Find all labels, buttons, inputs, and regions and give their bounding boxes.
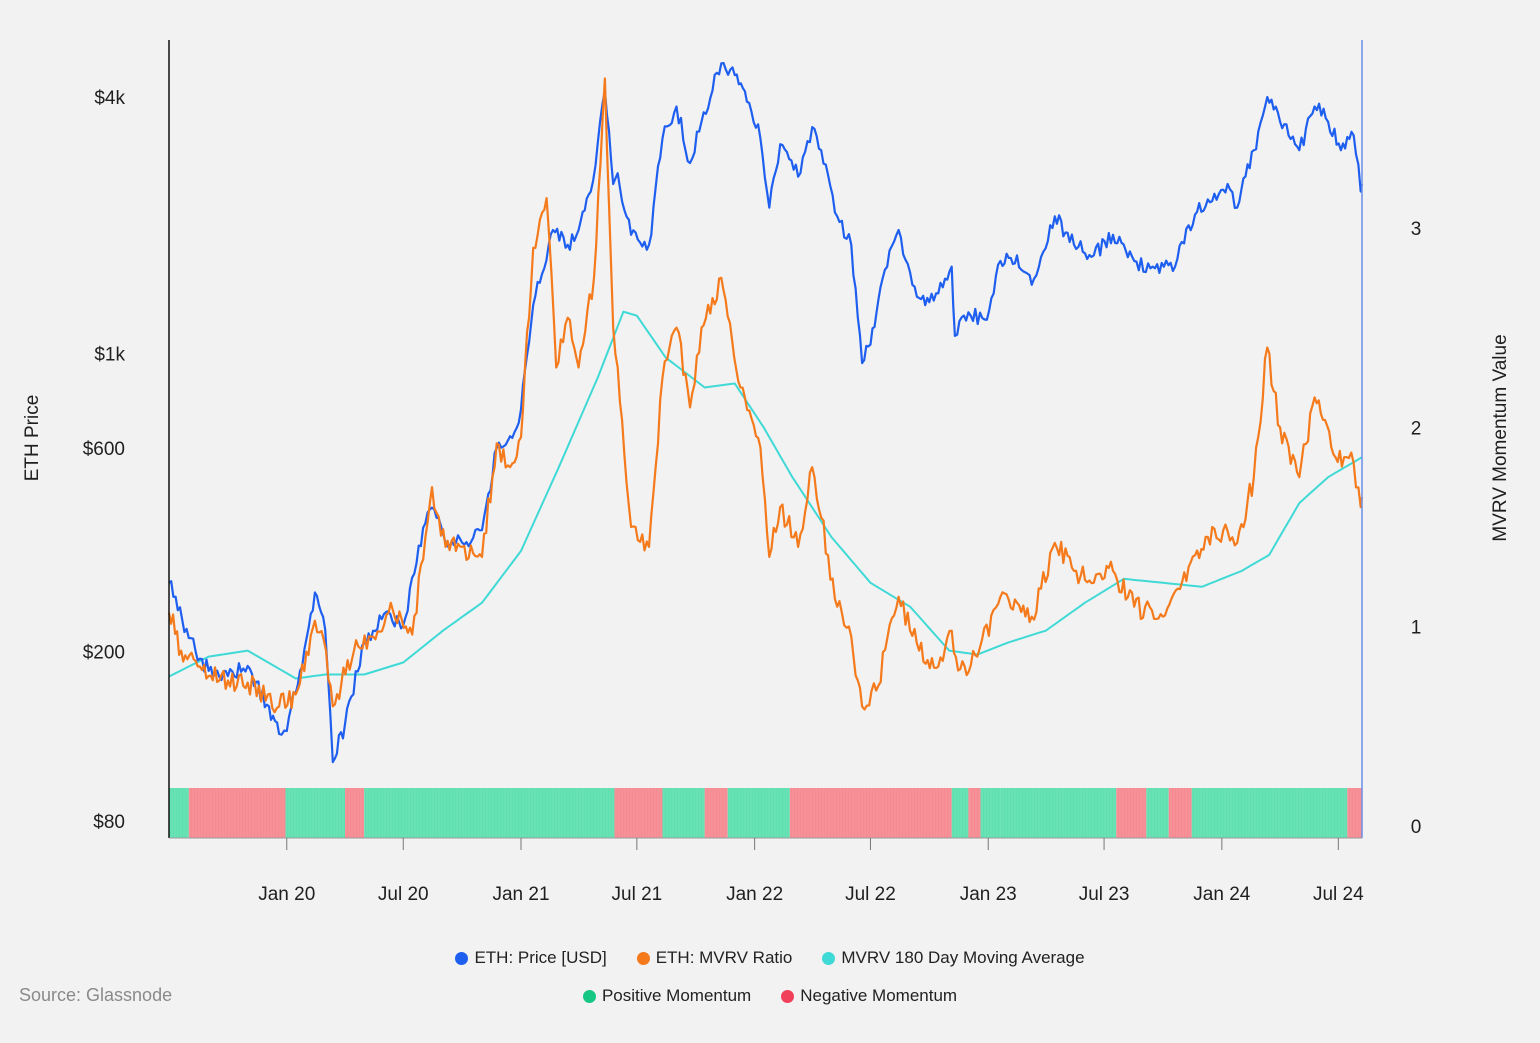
x-tick-label: Jan 21	[492, 884, 549, 905]
x-tick-label: Jan 22	[726, 884, 783, 905]
y-right-axis-title: MVRV Momentum Value	[1490, 334, 1511, 541]
legend-dot-ma	[822, 951, 836, 965]
momentum-segment-negative	[1116, 788, 1147, 838]
x-tick-label: Jul 22	[845, 884, 896, 905]
momentum-segment-positive	[169, 788, 189, 838]
y-right-tick-label: 1	[1411, 618, 1422, 639]
legend-label-positive: Positive Momentum	[601, 986, 752, 1005]
legend-label-negative: Negative Momentum	[800, 986, 958, 1005]
legend-item-mvrv[interactable]: ETH: MVRV Ratio	[636, 948, 793, 968]
legend-label-mvrv: ETH: MVRV Ratio	[655, 948, 793, 967]
legend-dot-mvrv	[636, 951, 650, 965]
y-left-tick-label: $600	[83, 439, 125, 460]
axes-layer: Jan 20 Jul 20 Jan 21 Jul 21 Jan 22 Jul 22 Jan …	[22, 40, 1511, 905]
momentum-bar	[168, 788, 1362, 838]
momentum-segment-positive	[364, 788, 615, 838]
x-tick-label: Jul 23	[1079, 884, 1130, 905]
x-tick-label: Jan 24	[1193, 884, 1250, 905]
x-tick-label: Jul 24	[1313, 884, 1364, 905]
momentum-segment-positive	[951, 788, 969, 838]
x-tick-label: Jan 20	[258, 884, 315, 905]
momentum-segment-negative	[345, 788, 365, 838]
legend-main: ETH: Price [USD] ETH: MVRV Ratio MVRV 18…	[0, 948, 1540, 968]
series-line-price	[168, 62, 1364, 764]
momentum-segment-negative	[1168, 788, 1192, 838]
y-left-tick-label: $80	[93, 812, 125, 833]
momentum-segment-positive	[980, 788, 1001, 838]
momentum-segment-negative	[789, 788, 952, 838]
momentum-segment-positive	[1146, 788, 1169, 838]
y-left-tick-label: $4k	[94, 88, 125, 109]
legend-item-price[interactable]: ETH: Price [USD]	[455, 948, 607, 968]
x-tick-label: Jul 21	[612, 884, 663, 905]
source-note: Source: Glassnode	[19, 985, 173, 1005]
x-tick-label: Jul 20	[378, 884, 429, 905]
series-layer	[167, 62, 1364, 764]
momentum-segment-negative	[188, 788, 286, 838]
y-left-tick-label: $200	[83, 642, 125, 663]
y-right-tick-label: 0	[1411, 817, 1422, 838]
x-tick-label: Jan 23	[960, 884, 1017, 905]
momentum-segment-positive	[285, 788, 346, 838]
y-left-tick-label: $1k	[94, 345, 125, 366]
legend-item-ma[interactable]: MVRV 180 Day Moving Average	[822, 948, 1085, 968]
y-right-tick-label: 2	[1411, 418, 1422, 439]
momentum-segment-positive	[1191, 788, 1348, 838]
y-right-tick-label: 3	[1411, 219, 1422, 240]
momentum-segment-negative	[968, 788, 981, 838]
legend-momentum: Positive Momentum Negative Momentum	[0, 986, 1540, 1006]
legend-item-negative[interactable]: Negative Momentum	[781, 986, 957, 1006]
legend-item-positive[interactable]: Positive Momentum	[582, 986, 752, 1006]
legend-dot-negative	[781, 989, 795, 1003]
y-left-axis-title: ETH Price	[22, 395, 43, 482]
legend-label-ma: MVRV 180 Day Moving Average	[841, 948, 1085, 967]
momentum-segment-positive	[727, 788, 790, 838]
momentum-segment-positive	[1000, 788, 1117, 838]
momentum-segment-negative	[1347, 788, 1362, 838]
momentum-segment-negative	[704, 788, 728, 838]
momentum-segment-positive	[662, 788, 705, 838]
legend-label-price: ETH: Price [USD]	[474, 948, 607, 967]
legend-dot-price	[455, 951, 469, 965]
series-line-mvrv	[167, 77, 1364, 714]
series-line-ma	[168, 310, 1363, 680]
momentum-segment-negative	[614, 788, 663, 838]
legend-dot-positive	[582, 989, 596, 1003]
